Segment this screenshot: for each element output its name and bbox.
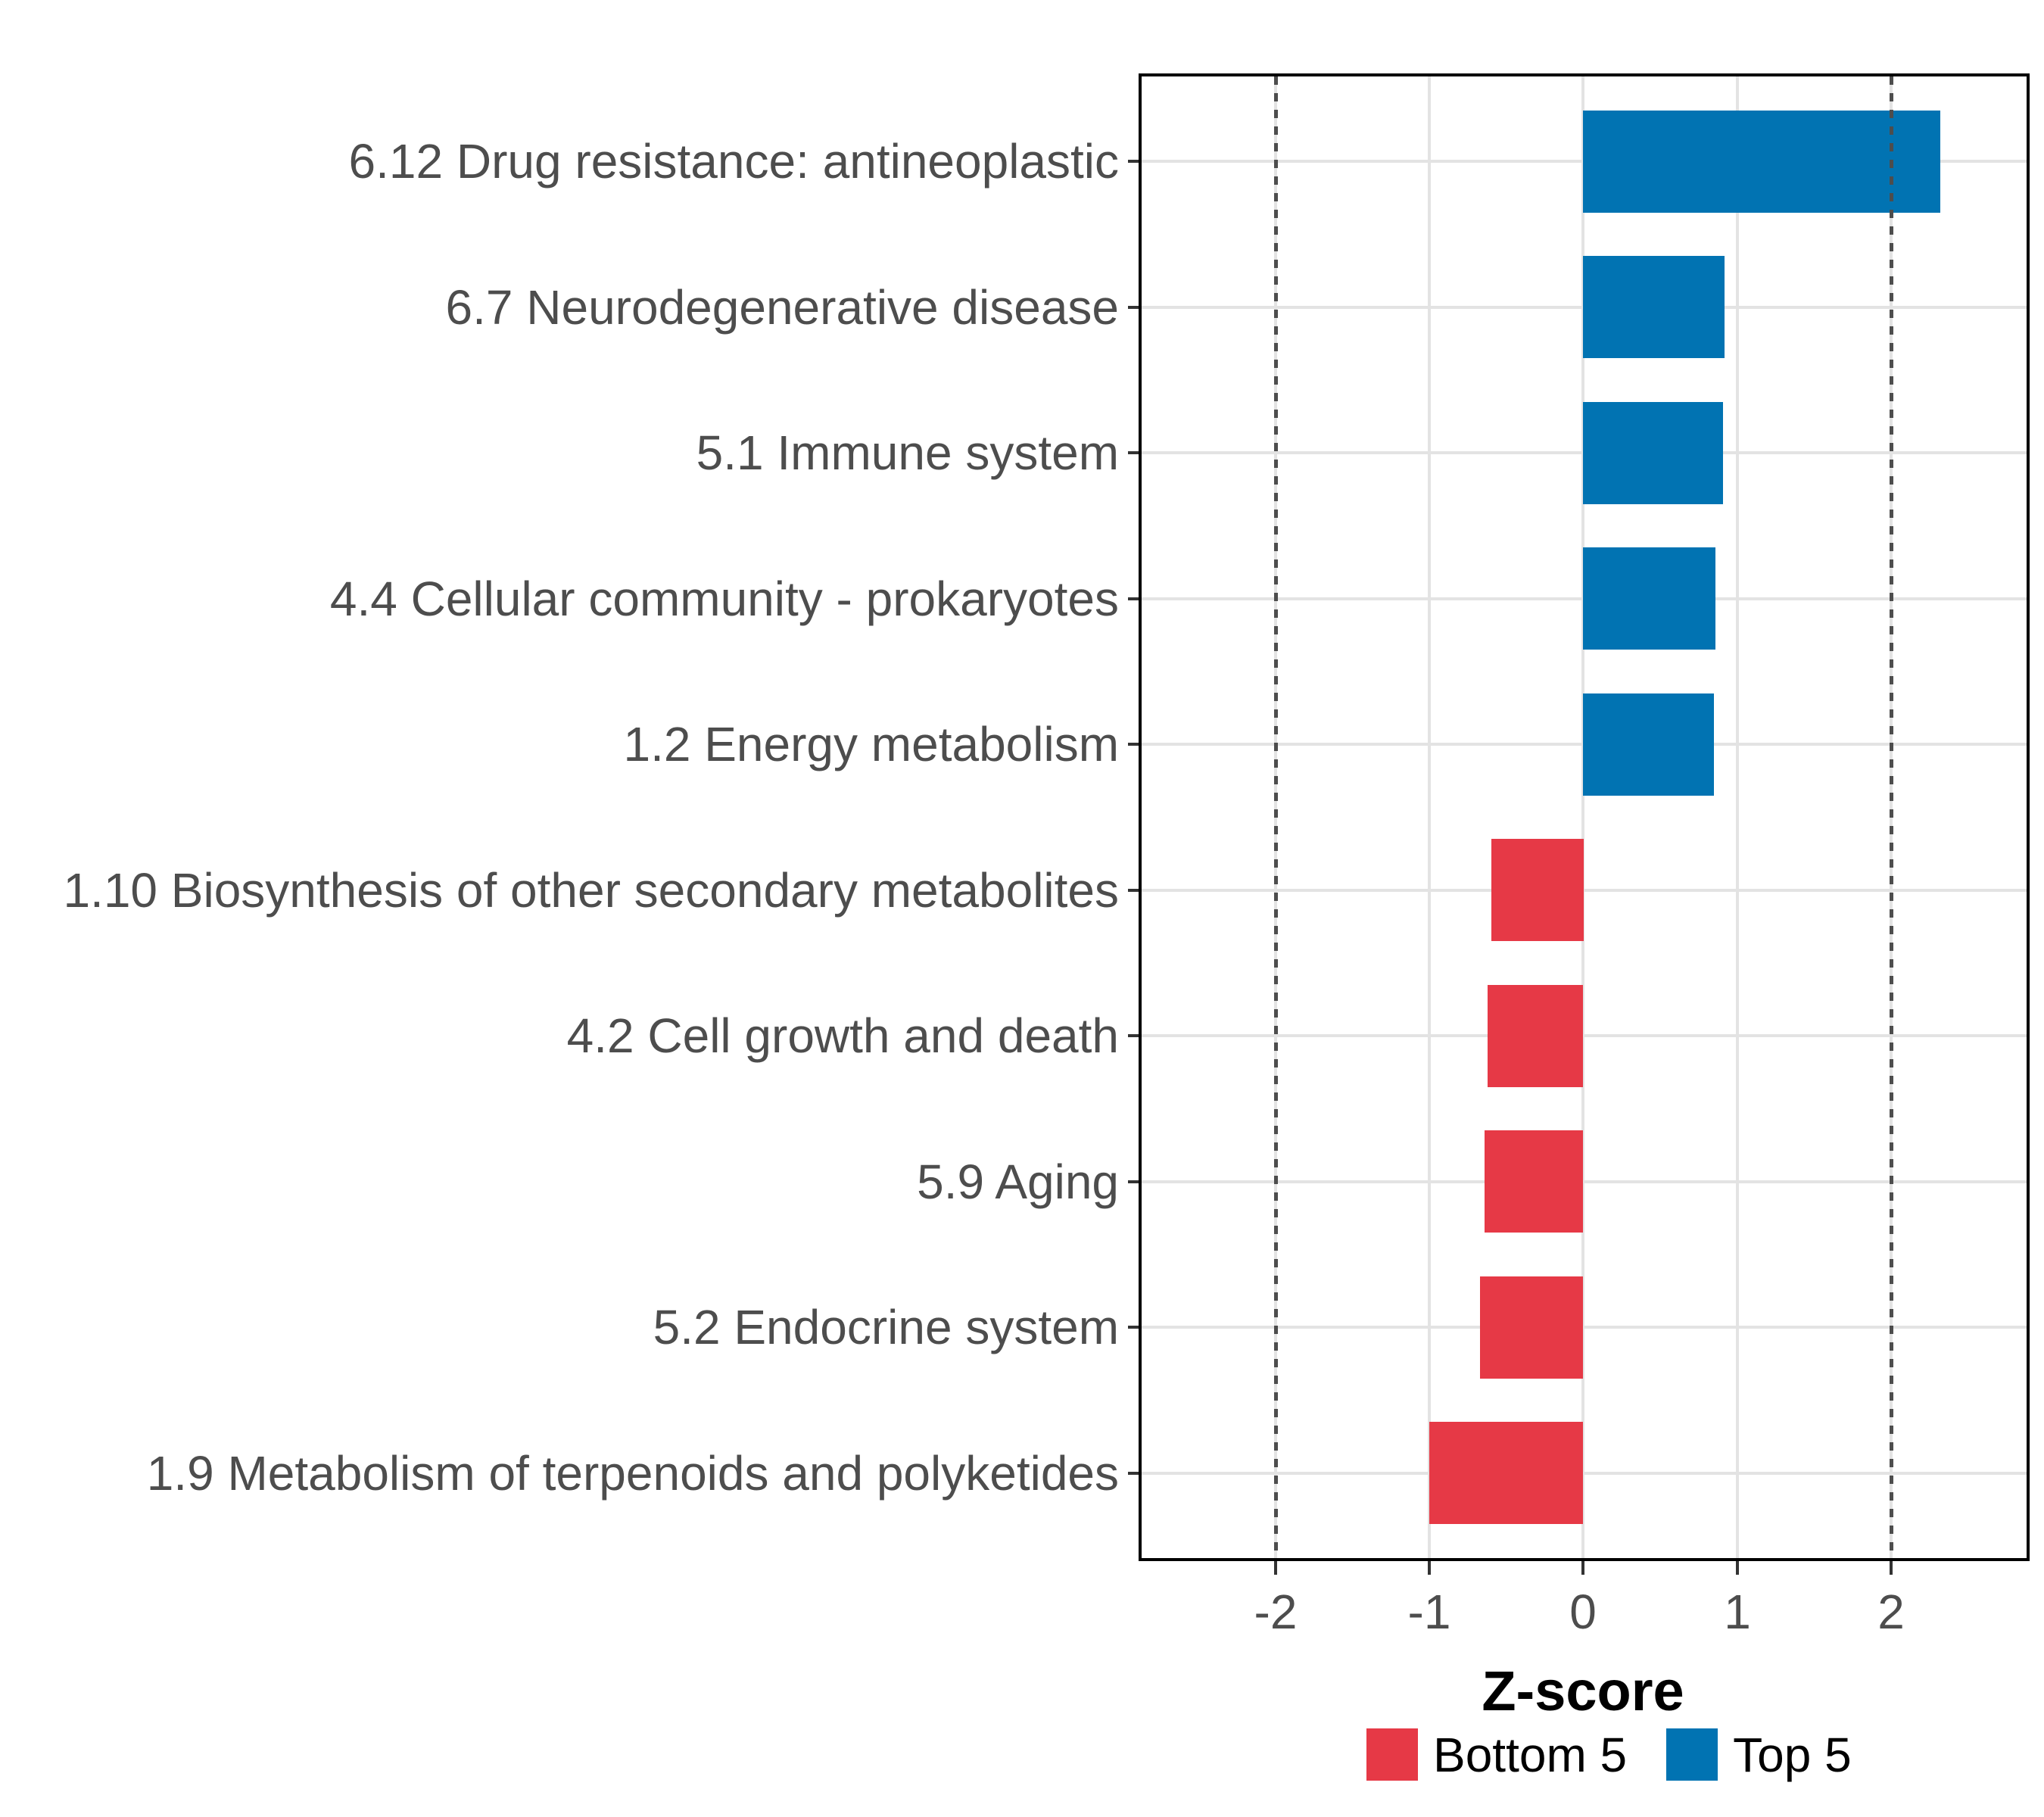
y-axis-label: 5.9 Aging: [917, 1155, 1119, 1209]
bar-bottom5: [1491, 839, 1584, 941]
bar-top5: [1583, 111, 1940, 213]
reference-line: [1890, 76, 1893, 1558]
y-tick: [1128, 1034, 1142, 1037]
y-tick: [1128, 889, 1142, 892]
legend-item-top5: Top 5: [1666, 1727, 1852, 1783]
y-axis-label: 4.2 Cell growth and death: [566, 1008, 1119, 1063]
bar-top5: [1583, 547, 1715, 650]
y-axis-label: 6.12 Drug resistance: antineoplastic: [348, 134, 1119, 189]
x-tick-label: -2: [1254, 1585, 1298, 1639]
y-tick: [1128, 1472, 1142, 1475]
legend: Bottom 5 Top 5: [1366, 1727, 1852, 1783]
v-gridline: [1736, 76, 1739, 1558]
legend-swatch-top5: [1666, 1728, 1718, 1781]
bar-top5: [1583, 402, 1723, 504]
x-tick-label: 0: [1569, 1585, 1597, 1639]
y-tick: [1128, 306, 1142, 309]
v-gridline: [1581, 76, 1584, 1558]
plot-panel: [1142, 76, 2027, 1558]
x-tick: [1428, 1561, 1431, 1575]
x-tick-label: -1: [1407, 1585, 1451, 1639]
x-tick-label: 2: [1877, 1585, 1905, 1639]
y-axis-label: 5.1 Immune system: [696, 425, 1119, 480]
bar-bottom5: [1480, 1276, 1583, 1379]
legend-label-bottom5: Bottom 5: [1433, 1727, 1628, 1782]
y-axis-label: 5.2 Endocrine system: [653, 1300, 1119, 1354]
y-axis-label: 6.7 Neurodegenerative disease: [445, 280, 1120, 335]
x-tick-label: 1: [1724, 1585, 1751, 1639]
reference-line: [1274, 76, 1278, 1558]
x-tick: [1581, 1561, 1584, 1575]
bar-top5: [1583, 256, 1725, 358]
x-tick: [1736, 1561, 1739, 1575]
y-tick: [1128, 1326, 1142, 1329]
x-tick: [1274, 1561, 1277, 1575]
y-tick: [1128, 743, 1142, 746]
y-axis-label: 1.10 Biosynthesis of other secondary met…: [63, 863, 1119, 918]
y-tick: [1128, 1180, 1142, 1183]
legend-swatch-bottom5: [1366, 1728, 1418, 1781]
legend-item-bottom5: Bottom 5: [1366, 1727, 1627, 1783]
bar-top5: [1583, 693, 1714, 796]
x-tick: [1890, 1561, 1893, 1575]
legend-label-top5: Top 5: [1733, 1727, 1852, 1782]
y-tick: [1128, 160, 1142, 163]
x-axis-title: Z-score: [1482, 1660, 1684, 1722]
y-axis-label: 4.4 Cellular community - prokaryotes: [329, 572, 1119, 626]
bar-bottom5: [1429, 1422, 1583, 1524]
y-axis-label: 1.9 Metabolism of terpenoids and polyket…: [146, 1446, 1119, 1501]
bar-bottom5: [1485, 1130, 1583, 1233]
bar-bottom5: [1488, 985, 1583, 1087]
y-axis-label: 1.2 Energy metabolism: [623, 717, 1119, 771]
v-gridline: [1428, 76, 1431, 1558]
y-tick: [1128, 597, 1142, 600]
y-tick: [1128, 451, 1142, 454]
